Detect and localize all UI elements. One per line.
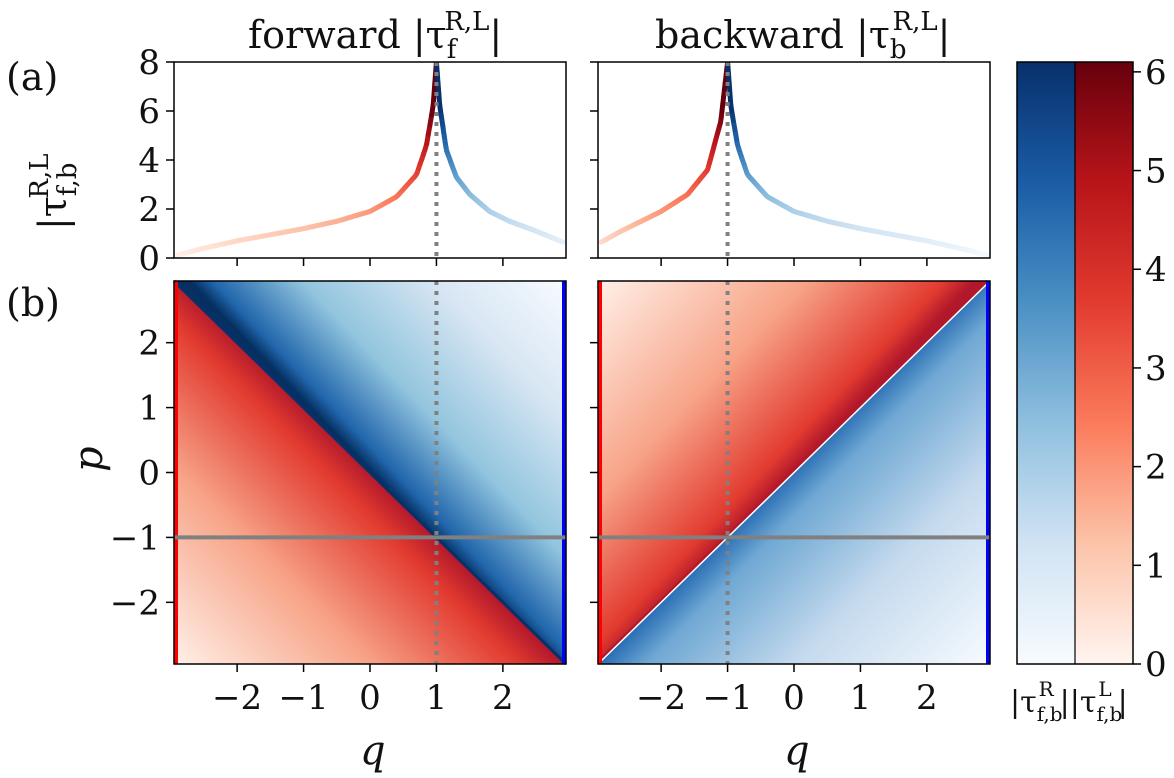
backward-map-xtick-label: −1: [702, 678, 752, 718]
backward-top-curve-segment: [726, 81, 734, 108]
forward-top-ytick-label: 2: [138, 190, 160, 230]
forward-top-curve-segment: [430, 81, 438, 108]
forward-map-ytick-label: −1: [110, 518, 160, 558]
xlabel-forward: q: [360, 728, 386, 774]
forward-title: forward |τfR,L|: [248, 7, 502, 65]
forward-heatmap-panel: −2 −1 0 1 2 −2 −1 0 1 2: [110, 279, 568, 718]
forward-map-xtick-label: 1: [426, 678, 448, 718]
forward-map-ytick-label: −2: [110, 583, 160, 623]
colorbar-tick-label: 2: [1145, 448, 1167, 488]
forward-top-ytick-label: 4: [138, 141, 160, 181]
forward-top-ytick-label: 0: [138, 239, 160, 279]
forward-top-panel: 0 2 4 6 8: [138, 43, 567, 279]
panel-label-b: (b): [6, 281, 60, 325]
backward-heatmap-panel: −2 −1 0 1 2: [590, 279, 991, 718]
forward-map-xtick-label: 2: [492, 678, 514, 718]
backward-heatmap-diagonal: [597, 280, 991, 665]
backward-map-xtick-label: −2: [636, 678, 686, 718]
backward-top-panel: [590, 61, 991, 266]
backward-map-xtick-label: 1: [850, 678, 872, 718]
forward-top-ytick-label: 8: [138, 43, 160, 83]
ylabel-top: |τf,bR,L: [25, 153, 83, 230]
forward-map-xtick-label: −2: [212, 678, 262, 718]
colorbar-tick-label: 1: [1145, 546, 1167, 586]
colorbar-tick-label: 5: [1145, 152, 1167, 192]
colorbar-tick-label: 0: [1145, 645, 1167, 685]
colorbar-tick-label: 4: [1145, 250, 1167, 290]
xlabel-backward: q: [784, 728, 810, 774]
ylabel-bottom: p: [66, 446, 112, 472]
forward-map-xtick-label: −1: [278, 678, 328, 718]
backward-map-xtick-label: 0: [783, 678, 805, 718]
forward-map-ytick-label: 0: [138, 454, 160, 494]
colorbar-label: |τf,bR ||τf,bL |: [1010, 677, 1128, 726]
panel-label-a: (a): [6, 55, 58, 99]
colorbar-left-mode: [1075, 62, 1133, 664]
forward-map-ytick-label: 1: [138, 389, 160, 429]
colorbar-tick-label: 6: [1145, 53, 1167, 93]
forward-heatmap-right-edge: [562, 281, 566, 664]
colorbar: 0 1 2 3 4 5 6 |τf,bR ||τf,bL |: [1010, 53, 1167, 726]
backward-heatmap-left-edge: [598, 281, 602, 664]
forward-heatmap-left-edge: [174, 281, 178, 664]
backward-heatmap-diagonal-red: [596, 279, 990, 664]
backward-heatmap-right-edge: [986, 281, 990, 664]
forward-heatmap-diagonal: [172, 279, 568, 666]
colorbar-right-mode: [1017, 62, 1075, 664]
colorbar-tick-label: 3: [1145, 349, 1167, 389]
forward-top-ytick-label: 6: [138, 92, 160, 132]
forward-map-ytick-label: 2: [138, 324, 160, 364]
backward-title: backward |τbR,L|: [655, 7, 950, 65]
backward-map-xtick-label: 2: [916, 678, 938, 718]
forward-map-xtick-label: 0: [359, 678, 381, 718]
backward-top-curve-segment: [982, 252, 990, 258]
